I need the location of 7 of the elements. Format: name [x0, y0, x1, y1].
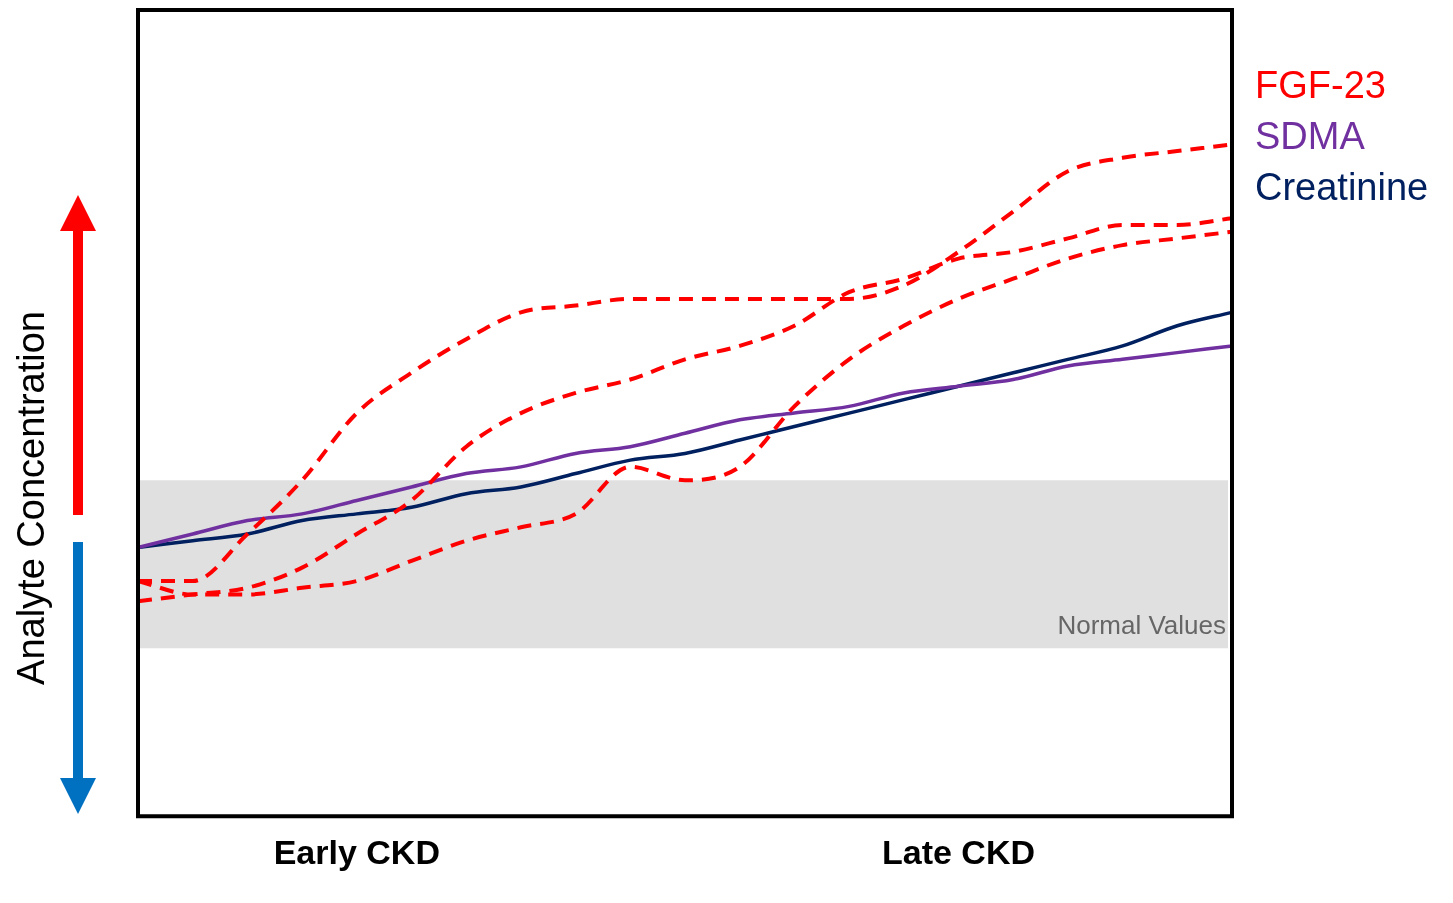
- text: SDMA: [1255, 114, 1366, 159]
- series-label: FGF-23: [1255, 63, 1387, 108]
- y-axis-title: Analyte Concentration: [9, 311, 53, 685]
- x-tick-label: Early CKD: [273, 832, 440, 871]
- text: Creatinine: [1255, 165, 1429, 210]
- x-tick-label: Late CKD: [881, 832, 1036, 871]
- band-label: Normal Values: [1057, 610, 1226, 641]
